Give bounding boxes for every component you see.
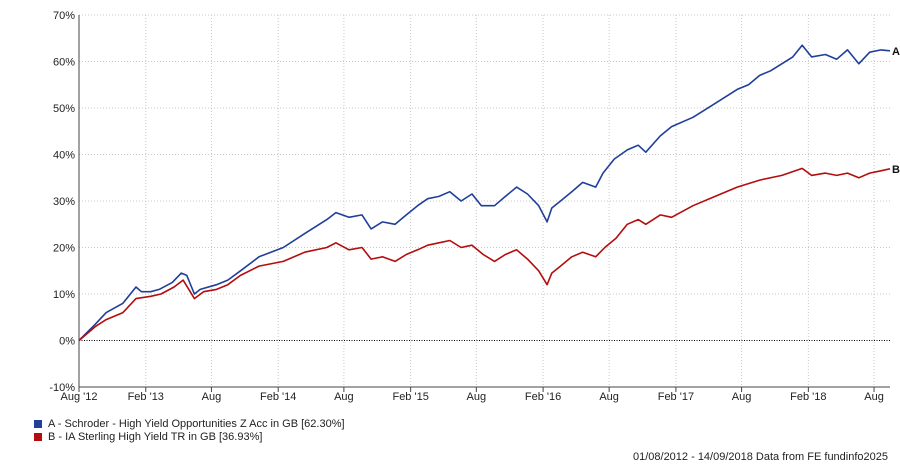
x-tick-label: Aug [334, 391, 354, 403]
x-tick-label: Feb '14 [260, 391, 296, 403]
legend-label-b: B - IA Sterling High Yield TR in GB [36.… [48, 430, 263, 443]
series-end-label-a: A [892, 46, 900, 58]
y-tick-label: 60% [53, 57, 75, 69]
legend-item-a: A - Schroder - High Yield Opportunities … [34, 417, 345, 430]
x-tick-label: Aug [732, 391, 752, 403]
y-tick-label: 20% [53, 243, 75, 255]
x-tick-label: Feb '16 [525, 391, 561, 403]
x-tick-label: Aug [599, 391, 619, 403]
y-tick-label: -10% [49, 382, 75, 394]
x-tick-label: Feb '17 [658, 391, 694, 403]
y-tick-label: 0% [59, 336, 75, 348]
legend-item-b: B - IA Sterling High Yield TR in GB [36.… [34, 430, 345, 443]
x-tick-label: Feb '13 [128, 391, 164, 403]
series-line-a [78, 44, 891, 342]
x-tick-label: Aug [202, 391, 222, 403]
y-tick-label: 30% [53, 196, 75, 208]
y-tick-label: 10% [53, 289, 75, 301]
legend-swatch-b [34, 432, 42, 441]
x-tick-label: Feb '18 [790, 391, 826, 403]
legend-swatch-a [34, 419, 42, 428]
legend-label-a: A - Schroder - High Yield Opportunities … [48, 417, 345, 430]
y-tick-label: 40% [53, 150, 75, 162]
x-tick-label: Feb '15 [392, 391, 428, 403]
series-line-b [78, 167, 891, 342]
x-tick-label: Aug '12 [61, 391, 98, 403]
x-tick-label: Aug [467, 391, 487, 403]
legend: A - Schroder - High Yield Opportunities … [34, 417, 345, 443]
y-tick-label: 50% [53, 103, 75, 115]
y-tick-label: 70% [53, 10, 75, 22]
series-end-label-b: B [892, 164, 900, 176]
line-chart: 70% 60% 50% 40% 30% 20% 10% 0% -10%Aug '12 Feb '1… [49, 10, 900, 403]
footer-source: 01/08/2012 - 14/09/2018 Data from FE fun… [632, 451, 888, 463]
x-tick-label: Aug [864, 391, 884, 403]
